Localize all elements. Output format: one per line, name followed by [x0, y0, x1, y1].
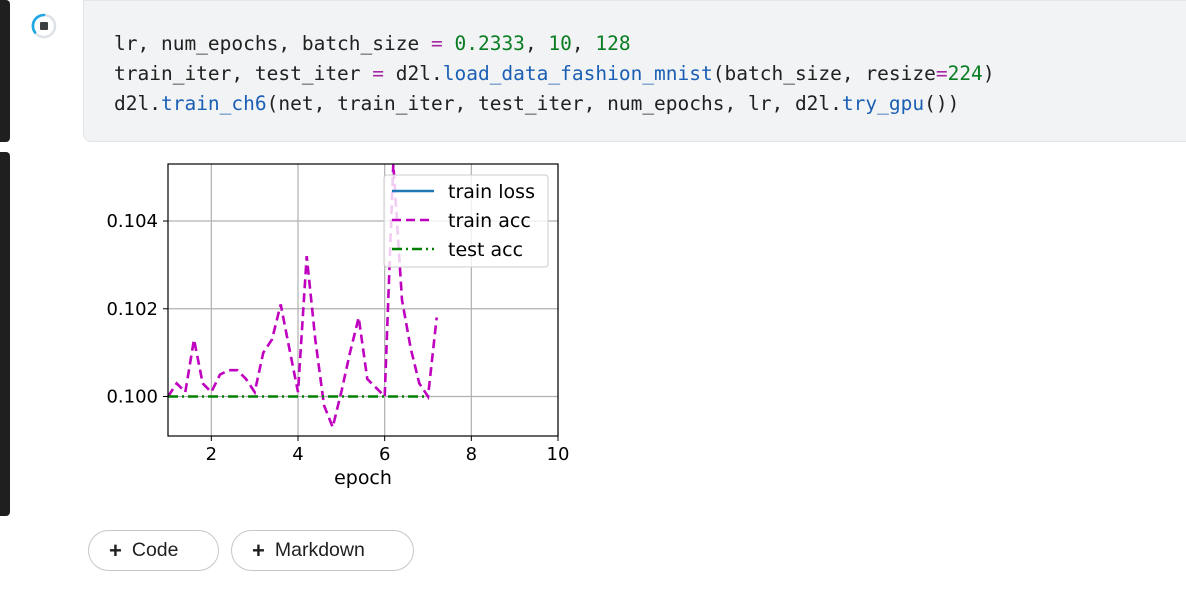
add-markdown-cell-button[interactable]: + Markdown [231, 530, 414, 571]
series-line-train-acc [168, 164, 438, 432]
legend-label: test acc [448, 239, 523, 261]
code-token: = [372, 62, 385, 85]
add-code-cell-button[interactable]: + Code [88, 530, 219, 571]
code-token: 128 [595, 32, 631, 55]
code-token: = [935, 62, 948, 85]
code-token: ) [982, 62, 995, 85]
stop-running-icon [31, 13, 57, 39]
x-tick-label: 4 [292, 444, 303, 465]
legend-label: train loss [448, 181, 535, 203]
code-token: = [430, 32, 443, 55]
legend-label: train acc [448, 210, 531, 232]
code-line: lr, num_epochs, batch_size = 0.2333, 10,… [114, 32, 631, 55]
output-cell-focus-bar [0, 152, 10, 516]
y-tick-label: 0.104 [106, 211, 158, 232]
code-token: (batch_size, resize [712, 62, 936, 85]
x-tick-label: 8 [466, 444, 477, 465]
y-tick-label: 0.102 [106, 299, 158, 320]
code-token: lr, num_epochs, batch_size [114, 32, 431, 55]
code-token: train_iter, test_iter [114, 62, 373, 85]
code-token: d2l. [384, 62, 443, 85]
code-text[interactable]: lr, num_epochs, batch_size = 0.2333, 10,… [114, 29, 995, 119]
plus-icon: + [252, 537, 265, 563]
code-token: (net, train_iter, test_iter, num_epochs,… [266, 92, 842, 115]
code-token: , [571, 32, 596, 55]
code-token: train_ch6 [160, 92, 267, 115]
legend-box [383, 174, 549, 268]
plus-icon: + [109, 537, 122, 563]
training-plot: 2 4 6 8 10 0.100 0.102 0.104 epoch train loss trai… [106, 163, 570, 489]
x-tick-label: 10 [547, 444, 570, 465]
code-token: , [524, 32, 549, 55]
code-token: 10 [548, 32, 572, 55]
x-tick-label: 2 [206, 444, 217, 465]
code-token: load_data_fashion_mnist [442, 62, 713, 85]
run-cell-button[interactable] [30, 12, 58, 40]
code-line: d2l.train_ch6(net, train_iter, test_iter… [114, 92, 959, 115]
add-markdown-label: Markdown [274, 539, 365, 561]
code-cell-focus-bar [0, 0, 10, 142]
code-token: 0.2333 [454, 32, 525, 55]
code-token: ()) [924, 92, 960, 115]
code-token: 224 [947, 62, 983, 85]
plot-frame [167, 163, 559, 437]
y-tick-label: 0.100 [106, 387, 158, 408]
code-token: try_gpu [841, 92, 925, 115]
code-cell-editor[interactable] [83, 0, 1186, 142]
x-axis-label: epoch [334, 467, 392, 489]
code-token [443, 32, 455, 55]
code-line: train_iter, test_iter = d2l.load_data_fa… [114, 62, 995, 85]
x-tick-label: 6 [379, 444, 390, 465]
add-code-label: Code [131, 539, 179, 561]
code-token: d2l. [114, 92, 161, 115]
